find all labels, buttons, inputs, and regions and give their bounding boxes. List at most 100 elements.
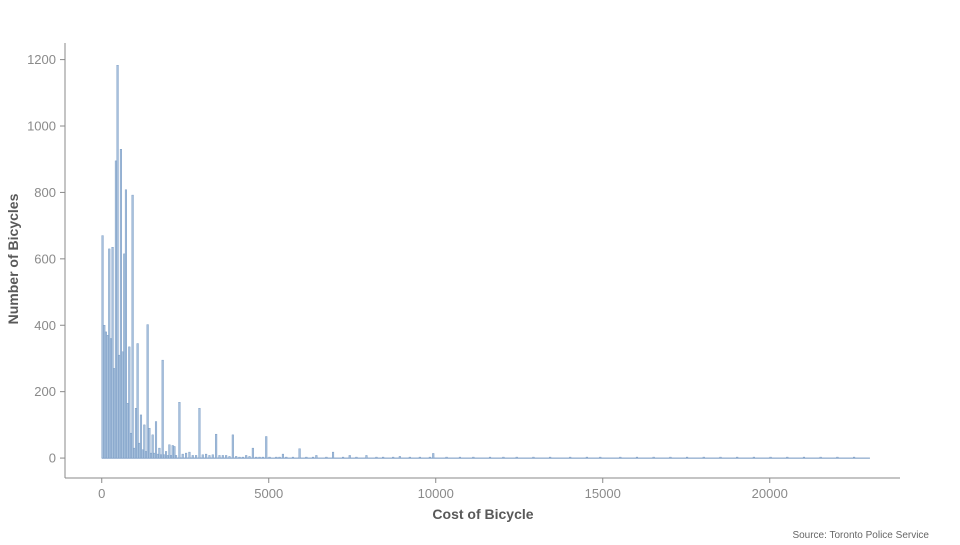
histogram-bar (418, 456, 421, 459)
histogram-bar (111, 247, 114, 459)
bars-group (101, 65, 870, 459)
histogram-bar (129, 432, 133, 459)
histogram-bar (619, 456, 622, 459)
histogram-bar (432, 453, 435, 459)
histogram-bar (268, 456, 271, 459)
histogram-bar (599, 456, 602, 459)
histogram-bar (235, 456, 238, 459)
y-tick-label: 0 (49, 451, 56, 466)
histogram-bar (258, 456, 261, 459)
histogram-bar (123, 253, 126, 459)
histogram-bar (101, 235, 104, 459)
x-ticks-group: 0 5000 10000 15000 20000 (98, 478, 788, 501)
y-tick-label: 1000 (27, 119, 56, 134)
histogram-bar (151, 434, 154, 459)
histogram-bar (752, 456, 755, 459)
histogram-bar (458, 456, 461, 459)
histogram-bar (124, 189, 127, 459)
histogram-bar (181, 453, 184, 459)
histogram-bar (719, 456, 722, 459)
histogram-bar (134, 408, 138, 459)
x-tick-label: 15000 (585, 486, 621, 501)
histogram-bar (218, 455, 221, 459)
histogram-bar (251, 447, 254, 459)
histogram-bar (208, 455, 211, 459)
histogram-bar (786, 456, 789, 459)
histogram-bar (392, 456, 395, 459)
histogram-bar (138, 442, 141, 459)
histogram-bar (686, 456, 689, 459)
histogram-bar (121, 351, 124, 459)
histogram-bar (173, 446, 176, 459)
histogram-bar (278, 456, 281, 459)
histogram-bar (143, 424, 146, 459)
histogram-bar (148, 427, 151, 459)
histogram-bar (188, 451, 191, 459)
histogram-bar (146, 324, 149, 459)
histogram-bar (171, 445, 174, 459)
histogram-bar (144, 451, 148, 459)
histogram-bar (365, 455, 368, 459)
histogram-bar (332, 451, 335, 459)
histogram-bar (139, 414, 143, 459)
y-tick-label: 200 (34, 384, 56, 399)
histogram-bar (225, 455, 228, 459)
histogram-bar (168, 444, 171, 459)
histogram-bar (255, 456, 258, 459)
histogram-bar (163, 454, 166, 459)
histogram-bar (211, 454, 214, 459)
histogram-bar (315, 455, 318, 459)
histogram-bar (281, 453, 284, 459)
y-tick-label: 600 (34, 251, 56, 266)
histogram-bar (185, 452, 188, 459)
histogram-bar (311, 456, 315, 459)
histogram-bar (635, 456, 639, 459)
x-tick-label: 5000 (254, 486, 283, 501)
histogram-bar (156, 453, 159, 459)
histogram-bar (261, 456, 264, 459)
histogram-bar (736, 456, 739, 459)
histogram-bar (502, 456, 505, 459)
histogram-bar (149, 452, 153, 459)
histogram-bar (191, 455, 194, 459)
histogram-bar (228, 456, 231, 459)
y-axis-title: Number of Bicycles (5, 193, 21, 324)
histogram-bar (153, 452, 156, 459)
histogram-bar (472, 456, 475, 459)
histogram-bar (342, 456, 345, 459)
histogram-bar (769, 456, 772, 459)
histogram-bar (141, 449, 144, 459)
histogram-bar (158, 447, 161, 459)
histogram-bar (108, 248, 111, 459)
histogram-bar (221, 455, 224, 459)
histogram-bar (241, 456, 244, 459)
histogram-bar (103, 325, 106, 459)
histogram-bar (159, 454, 163, 459)
histogram-bar (488, 456, 492, 459)
y-tick-label: 1200 (27, 52, 56, 67)
histogram-bar (245, 455, 248, 459)
histogram-bar (113, 368, 116, 459)
histogram-bar (118, 354, 121, 459)
histogram-bar (428, 456, 431, 459)
histogram-bar (109, 338, 112, 459)
histogram-bar (248, 456, 251, 459)
histogram-bar (265, 436, 268, 459)
histogram-bar (652, 456, 655, 459)
y-ticks-group: 0 200 400 600 800 1000 1200 (27, 52, 65, 466)
histogram-bar (161, 359, 164, 459)
histogram-bar (298, 448, 301, 459)
histogram-bar (285, 456, 288, 459)
source-note: Source: Toronto Police Service (792, 530, 929, 541)
histogram-bar (175, 455, 178, 459)
histogram-bar (205, 453, 208, 459)
histogram-bar (355, 456, 358, 459)
x-tick-label: 10000 (418, 486, 454, 501)
histogram-bar (128, 346, 131, 459)
histogram-bar (802, 456, 806, 459)
histogram-bar (116, 65, 119, 459)
histogram-bar (375, 456, 378, 459)
histogram-bar (166, 455, 169, 459)
histogram-bar (201, 454, 204, 459)
